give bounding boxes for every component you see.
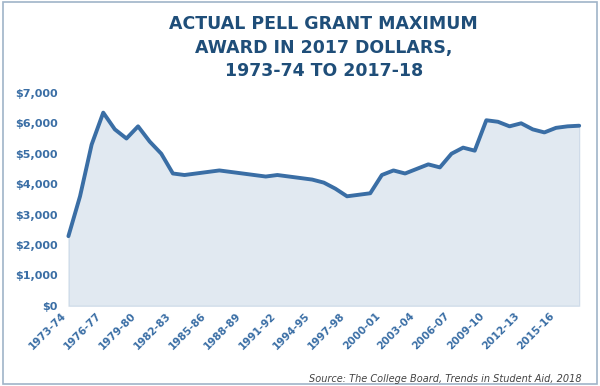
Title: ACTUAL PELL GRANT MAXIMUM
AWARD IN 2017 DOLLARS,
1973-74 TO 2017-18: ACTUAL PELL GRANT MAXIMUM AWARD IN 2017 … <box>169 15 478 80</box>
Text: Source: The College Board, Trends in Student Aid, 2018: Source: The College Board, Trends in Stu… <box>310 374 582 384</box>
